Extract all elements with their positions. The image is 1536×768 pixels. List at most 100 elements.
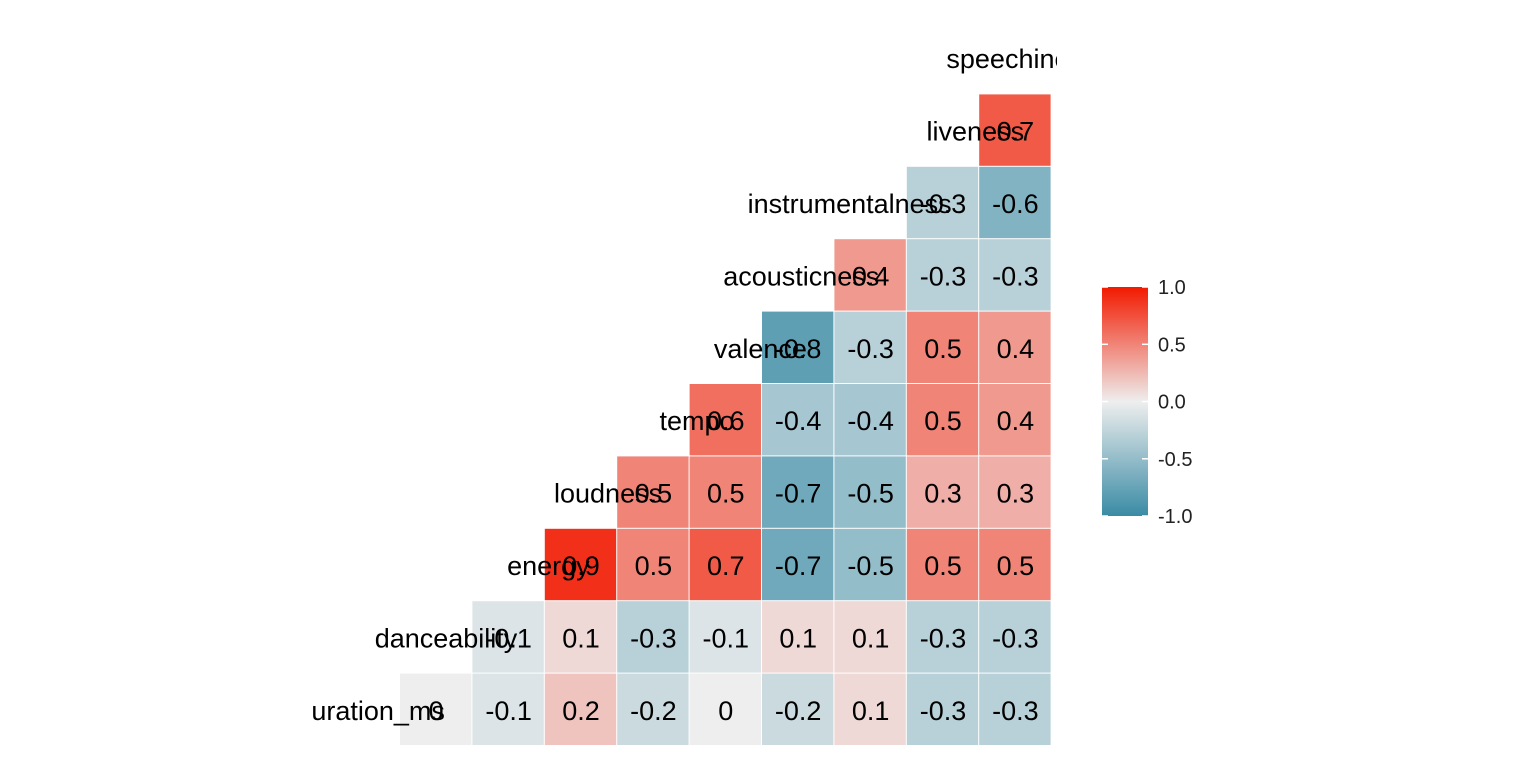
heatmap-cell xyxy=(979,673,1051,745)
diagonal-labels: duration_ms danceability energy loudness tem… xyxy=(296,44,1096,726)
heatmap-cell xyxy=(834,528,906,601)
heatmap-cell xyxy=(544,601,617,673)
legend-tick-label: 1.0 xyxy=(1158,277,1186,299)
cell-value-label: 0.5 xyxy=(997,551,1035,581)
cell-value-label: -0.2 xyxy=(775,696,822,726)
heatmap-cell xyxy=(544,528,617,601)
cell-value-label: 0.6 xyxy=(707,406,745,436)
cell-value-label: 0.1 xyxy=(779,623,817,653)
heatmap-cell xyxy=(400,673,472,745)
heatmap-cell xyxy=(906,456,979,528)
cell-value-label: 0.9 xyxy=(562,551,600,581)
variable-label-danceability: danceability xyxy=(375,623,518,653)
heatmap-cell xyxy=(834,239,906,311)
heatmap-cell xyxy=(544,673,617,745)
heatmap-cell xyxy=(906,311,979,383)
cell-value-label: -0.3 xyxy=(920,696,967,726)
cell-value-label: 0.7 xyxy=(707,551,745,581)
legend-tick-label: -1.0 xyxy=(1158,506,1192,528)
variable-label-duration-ms: duration_ms xyxy=(296,696,445,726)
cell-value-label: 0.4 xyxy=(997,406,1035,436)
cell-value-label: -0.2 xyxy=(630,696,677,726)
cell-value-label: 0.2 xyxy=(562,696,600,726)
heatmap-cell xyxy=(834,456,906,528)
variable-label-liveness: liveness xyxy=(927,117,1025,147)
color-legend: 1.0 0.5 0.0 -0.5 -1.0 xyxy=(1102,277,1192,528)
heatmap-cell xyxy=(979,384,1051,456)
heatmap-cell xyxy=(762,311,834,383)
cell-value-label: -0.5 xyxy=(847,551,894,581)
variable-label-speechiness: speechiness xyxy=(946,44,1096,74)
cell-value-label: -0.7 xyxy=(775,479,822,509)
heatmap-cells: 0 -0.1 0.2 -0.2 0 -0.2 0.1 -0.3 -0.3-0.1 0.1 -0.3-… xyxy=(400,94,1051,745)
heatmap-cell xyxy=(617,673,689,745)
cell-value-label: 0.7 xyxy=(997,117,1035,147)
heatmap-cell xyxy=(906,528,979,601)
heatmap-cell xyxy=(762,456,834,528)
cell-value-label: 0 xyxy=(718,696,733,726)
cell-value-label: 0.1 xyxy=(562,623,600,653)
variable-label-acousticness: acousticness xyxy=(723,261,879,291)
cell-value-label: -0.3 xyxy=(920,623,967,653)
heatmap-cell xyxy=(906,239,979,311)
heatmap-cell xyxy=(689,601,761,673)
variable-label-loudness: loudness xyxy=(554,479,662,509)
cell-value-label: -0.5 xyxy=(847,479,894,509)
cell-value-label: -0.1 xyxy=(485,696,532,726)
heatmap-cell xyxy=(834,673,906,745)
heatmap-cell xyxy=(762,384,834,456)
heatmap-cell xyxy=(979,311,1051,383)
cell-value-label: 0.5 xyxy=(635,551,673,581)
heatmap-cell xyxy=(979,456,1051,528)
cell-value-label: 0.5 xyxy=(924,406,962,436)
cell-value-label: 0.4 xyxy=(997,334,1035,364)
cell-value-label: 0.5 xyxy=(924,551,962,581)
legend-tick-label: 0.0 xyxy=(1158,392,1186,414)
heatmap-cell xyxy=(617,528,689,601)
cell-value-label: -0.3 xyxy=(992,696,1039,726)
cell-value-label: 0.5 xyxy=(924,334,962,364)
heatmap-cell xyxy=(906,384,979,456)
cell-value-label: 0.1 xyxy=(852,623,890,653)
heatmap-cell xyxy=(979,601,1051,673)
heatmap-cell xyxy=(472,601,544,673)
heatmap-cell xyxy=(979,528,1051,601)
heatmap-cell xyxy=(979,239,1051,311)
heatmap-cell xyxy=(834,311,906,383)
cell-value-label: -0.8 xyxy=(775,334,822,364)
heatmap-cell xyxy=(689,384,761,456)
heatmap-cell xyxy=(689,456,761,528)
cell-value-label: -0.4 xyxy=(847,406,894,436)
cell-value-label: -0.1 xyxy=(485,623,532,653)
heatmap-cell xyxy=(906,673,979,745)
heatmap-cell xyxy=(617,456,689,528)
heatmap-cell xyxy=(834,601,906,673)
cell-value-label: 0.3 xyxy=(997,479,1035,509)
heatmap-cell xyxy=(906,166,979,239)
variable-label-tempo: tempo xyxy=(659,406,734,436)
heatmap-cell xyxy=(979,166,1051,239)
cell-value-label: 0 xyxy=(429,696,444,726)
cell-value-label: -0.3 xyxy=(630,623,677,653)
heatmap-cell xyxy=(472,673,544,745)
cell-value-label: 0.1 xyxy=(852,696,890,726)
cell-value-label: -0.3 xyxy=(992,261,1039,291)
cell-value-label: -0.3 xyxy=(920,189,967,219)
cell-value-label: -0.7 xyxy=(775,551,822,581)
legend-tick-label: 0.5 xyxy=(1158,334,1186,356)
cell-value-label: 0.4 xyxy=(852,261,890,291)
heatmap-cell xyxy=(762,528,834,601)
heatmap-cell xyxy=(762,673,834,745)
legend-tick-label: -0.5 xyxy=(1158,449,1192,471)
cell-value-label: -0.6 xyxy=(992,189,1039,219)
cell-value-label: 0.3 xyxy=(924,479,962,509)
heatmap-cell xyxy=(689,528,761,601)
legend-colorbar xyxy=(1102,287,1148,516)
variable-label-valence: valence xyxy=(714,334,807,364)
heatmap-cell xyxy=(979,94,1051,166)
heatmap-cell xyxy=(906,601,979,673)
cell-value-label: -0.1 xyxy=(703,623,750,653)
heatmap-cell xyxy=(834,384,906,456)
heatmap-cell xyxy=(617,601,689,673)
